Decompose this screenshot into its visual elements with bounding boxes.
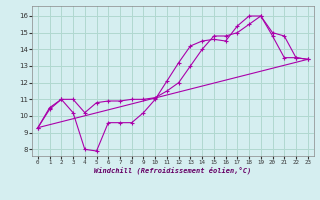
X-axis label: Windchill (Refroidissement éolien,°C): Windchill (Refroidissement éolien,°C)	[94, 167, 252, 174]
